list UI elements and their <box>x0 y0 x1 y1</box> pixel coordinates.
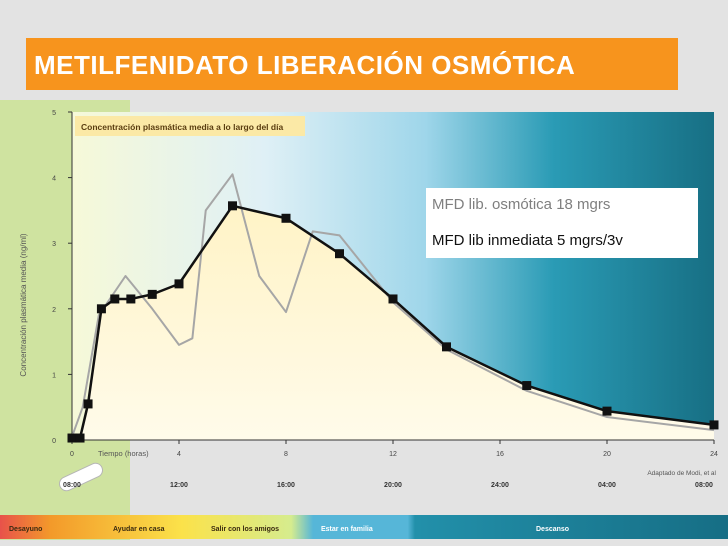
y-tick-label: 1 <box>52 372 56 379</box>
data-point-marker <box>83 399 93 409</box>
data-point-marker <box>110 294 120 304</box>
data-point-marker <box>522 381 532 391</box>
data-point-marker <box>147 289 157 299</box>
clock-label: 08:00 <box>63 482 81 489</box>
clock-label: 20:00 <box>384 482 402 489</box>
activity-label: Ayudar en casa <box>113 526 165 533</box>
x-tick-label: 8 <box>284 451 288 458</box>
legend-box <box>426 188 698 258</box>
clock-labels: 08:00 12:00 16:00 20:00 24:00 04:00 08:00 <box>63 482 713 489</box>
y-tick-label: 2 <box>52 307 56 314</box>
activity-band <box>0 515 728 539</box>
data-point-marker <box>602 406 612 416</box>
x-tick-label: 0 <box>70 451 74 458</box>
data-point-marker <box>335 249 344 259</box>
data-point-marker <box>281 213 291 223</box>
data-point-marker <box>709 420 719 430</box>
x-tick-label: 12 <box>389 451 397 458</box>
chart-title-bg <box>75 116 305 136</box>
data-point-marker <box>75 433 85 443</box>
activity-labels: Desayuno Ayudar en casa Salir con los amig… <box>9 526 569 533</box>
legend-immediate: MFD lib inmediata 5 mgrs/3v <box>432 232 623 249</box>
activity-label: Descanso <box>536 526 569 533</box>
x-axis-label: Tiempo (horas) <box>98 449 149 458</box>
data-point-marker <box>126 294 136 304</box>
clock-label: 24:00 <box>491 482 509 489</box>
x-tick-label: 20 <box>603 451 611 458</box>
chart-title: Concentración plasmática media a lo larg… <box>81 122 283 132</box>
data-point-marker <box>228 201 237 211</box>
pill-icon <box>58 462 104 492</box>
y-tick-label: 0 <box>52 438 56 445</box>
x-tick-label: 4 <box>177 451 181 458</box>
series-lines <box>71 173 715 440</box>
y-tick-label: 4 <box>52 176 56 183</box>
clock-label: 16:00 <box>277 482 295 489</box>
clock-label: 12:00 <box>170 482 188 489</box>
series-markers <box>67 201 719 443</box>
activity-label: Estar en familia <box>321 526 373 533</box>
series-line-osmotic <box>72 204 715 440</box>
area-under-curve <box>72 205 714 440</box>
legend-osmotic: MFD lib. osmótica 18 mgrs <box>432 196 611 213</box>
data-point-marker <box>96 304 106 314</box>
activity-label: Desayuno <box>9 526 42 533</box>
data-point-marker <box>174 279 184 289</box>
data-point-marker <box>67 433 77 443</box>
data-point-marker <box>388 294 398 304</box>
y-tick-label: 3 <box>52 241 56 248</box>
source-note: Adaptado de Modi, et al <box>647 470 716 477</box>
clock-label: 08:00 <box>695 482 713 489</box>
y-tick-label: 5 <box>52 110 56 117</box>
x-tick-label: 16 <box>496 451 504 458</box>
data-point-marker <box>442 342 451 352</box>
series-line-immediate <box>71 173 715 438</box>
x-tick-label: 24 <box>710 451 718 458</box>
y-axis-label: Concentración plasmática media (ng/ml) <box>19 233 28 377</box>
activity-label: Salir con los amigos <box>211 526 279 533</box>
area-fill <box>72 205 714 440</box>
clock-label: 04:00 <box>598 482 616 489</box>
title-bar <box>26 38 678 90</box>
slide-title: METILFENIDATO LIBERACIÓN OSMÓTICA <box>34 50 576 80</box>
